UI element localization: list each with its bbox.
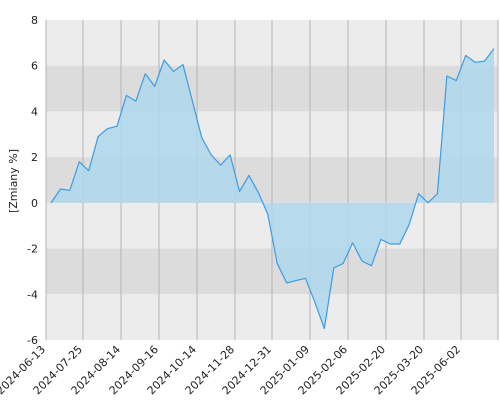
x-axis-ticks: 2024-06-132024-07-252024-08-142024-09-16… (0, 343, 463, 397)
y-tick-label: -6 (27, 334, 38, 347)
y-tick-label: 8 (31, 14, 38, 27)
series-area (51, 48, 494, 329)
y-tick-label: 0 (31, 197, 38, 210)
y-tick-label: 4 (31, 105, 38, 118)
y-axis-ticks: -6 -4 -2 0 2 4 6 8 (27, 14, 38, 347)
series-line (50, 48, 495, 330)
y-tick-label: -2 (27, 243, 38, 256)
y-tick-label: -4 (27, 288, 38, 301)
y-tick-label: 6 (31, 60, 38, 73)
y-axis-label: [Zmiany %] (7, 149, 20, 213)
y-tick-label: 2 (31, 151, 38, 164)
